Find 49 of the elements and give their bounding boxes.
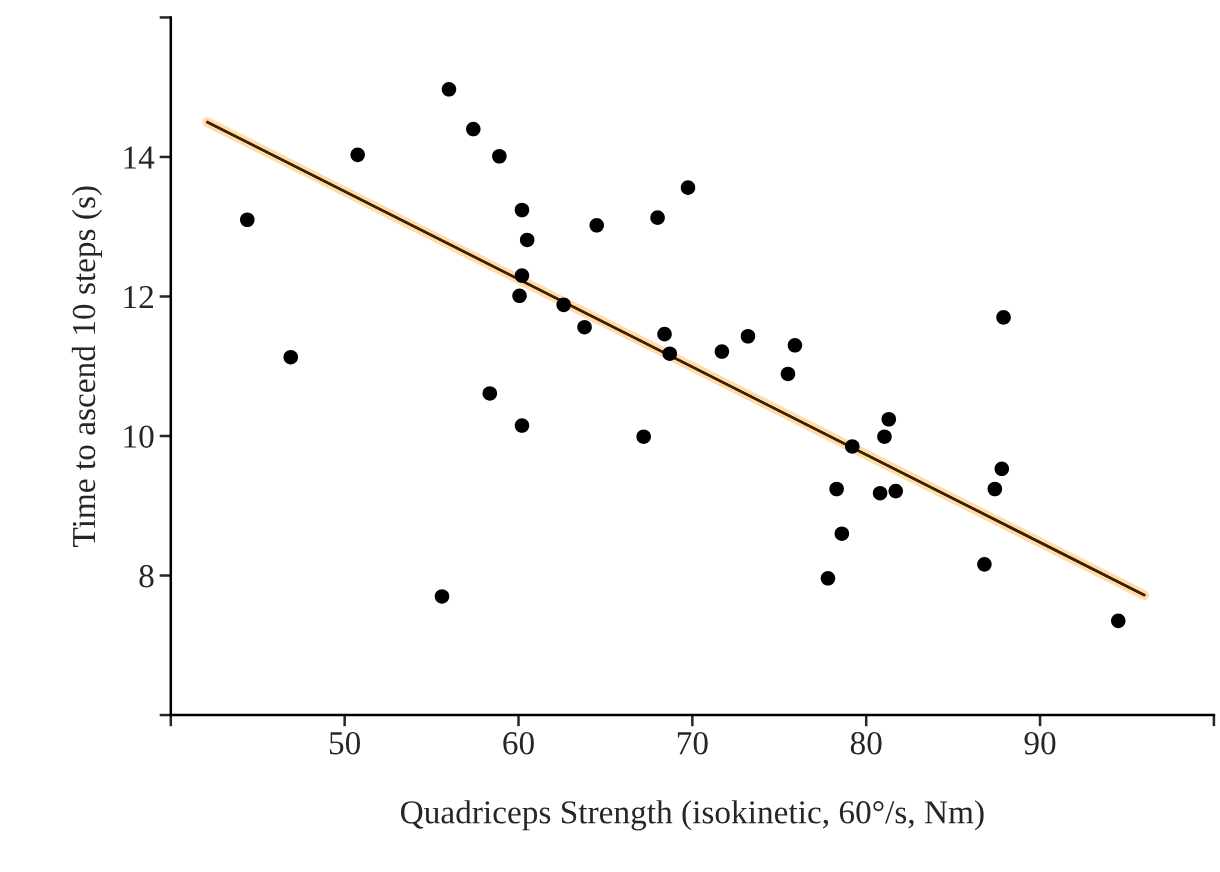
point (888, 483, 904, 499)
point (350, 147, 365, 163)
x-tick-label: 60 (503, 731, 534, 755)
point (519, 232, 535, 248)
point (636, 429, 651, 444)
y-axis-title: Time to ascend 10 steps (s) (71, 186, 103, 547)
point (987, 481, 1003, 497)
y-tick-label: 8 (139, 564, 154, 588)
point (466, 121, 481, 137)
point (434, 589, 450, 604)
point (787, 338, 803, 353)
x-tick-label: 80 (850, 731, 882, 755)
y-tick-label: 14 (124, 146, 155, 169)
point (589, 218, 605, 233)
point (492, 148, 507, 164)
point (556, 297, 571, 313)
point (714, 344, 730, 359)
point (881, 411, 897, 427)
x-tick-label: 70 (677, 731, 708, 755)
point (512, 288, 527, 304)
x-axis-title: Quadriceps Strength (isokinetic, 60°/s, Nm) (400, 800, 984, 831)
point (829, 481, 844, 497)
point (996, 310, 1011, 325)
point (657, 326, 672, 342)
y-tick-label: 10 (124, 425, 154, 448)
y-tick-label: 12 (124, 285, 153, 309)
point (240, 212, 255, 228)
point (441, 82, 457, 97)
point (994, 461, 1010, 477)
point (872, 485, 888, 501)
x-tick-label: 50 (329, 731, 361, 755)
point (662, 346, 678, 361)
point (834, 526, 850, 541)
point (514, 202, 530, 218)
point (482, 386, 498, 401)
point (650, 210, 665, 225)
point (820, 571, 836, 586)
point (514, 418, 530, 433)
point (514, 268, 530, 283)
point (283, 349, 299, 365)
x-tick-label: 90 (1024, 731, 1056, 755)
point (577, 319, 592, 335)
point (845, 439, 860, 454)
point (877, 429, 892, 444)
point (740, 328, 756, 344)
point (680, 180, 696, 195)
point (977, 557, 992, 572)
point (1111, 613, 1126, 629)
point (780, 366, 796, 382)
